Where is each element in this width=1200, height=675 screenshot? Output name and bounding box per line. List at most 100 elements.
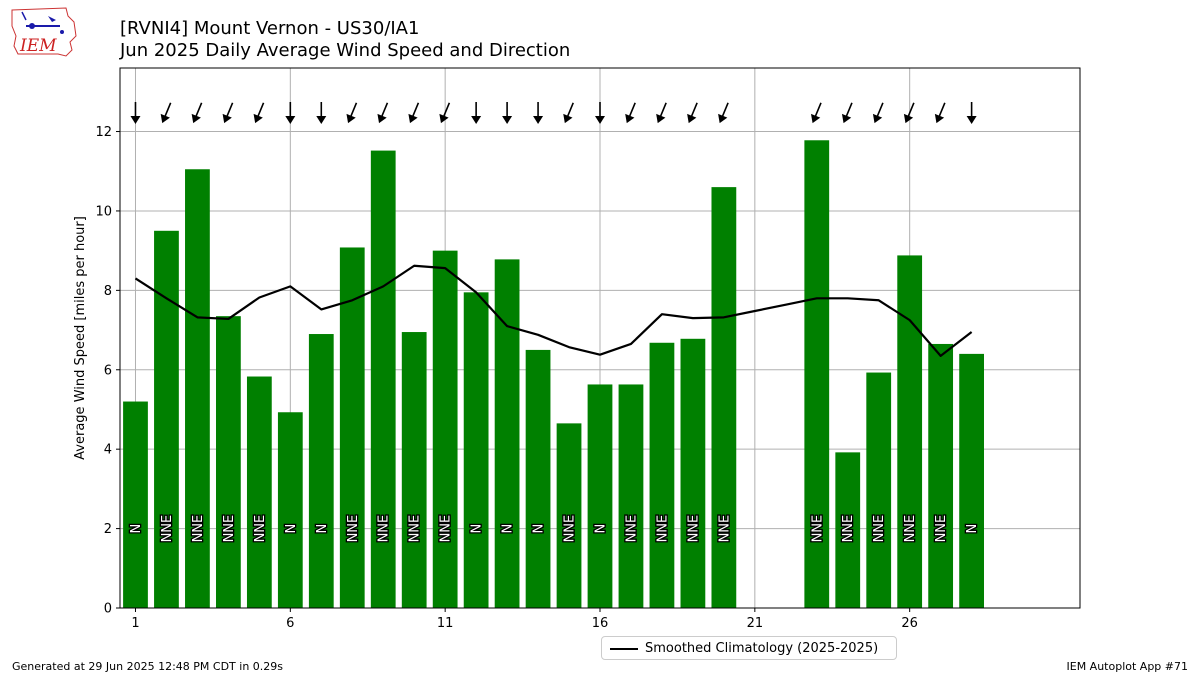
wind-bar	[866, 372, 892, 608]
direction-label: N	[284, 524, 299, 534]
wind-arrow-head	[316, 116, 327, 124]
climatology-line	[134, 264, 973, 357]
wind-arrow-head	[502, 116, 513, 124]
wind-arrow-head	[563, 113, 573, 124]
legend-label: Smoothed Climatology (2025-2025)	[645, 641, 879, 656]
wind-arrow-head	[595, 116, 605, 124]
wind-bar	[649, 342, 675, 608]
direction-label: NNE	[563, 515, 578, 543]
wind-bar	[525, 349, 551, 608]
x-tick-label: 21	[747, 616, 764, 631]
y-tick-label: 8	[104, 284, 112, 299]
x-tick-label: 1	[131, 616, 139, 631]
wind-arrow-head	[222, 113, 232, 124]
wind-bar	[123, 401, 148, 608]
wind-bar	[370, 150, 396, 608]
y-tick-label: 10	[95, 204, 112, 219]
legend: Smoothed Climatology (2025-2025)	[601, 636, 897, 660]
direction-label: NNE	[346, 515, 361, 543]
wind-bar	[587, 384, 613, 608]
chart-title-line2: Jun 2025 Daily Average Wind Speed and Di…	[120, 40, 571, 61]
direction-label: NNE	[810, 515, 825, 543]
wind-arrow-layer	[130, 102, 977, 124]
direction-label: N	[532, 524, 547, 534]
y-tick-label: 2	[104, 522, 112, 537]
x-tick-label: 16	[592, 616, 609, 631]
app-credit: IEM Autoplot App #71	[1066, 660, 1189, 673]
bar-layer	[123, 140, 984, 609]
direction-label: NNE	[222, 515, 237, 543]
direction-label-layer: N NNE NNE NNE NNE N N NNE NNE NNE NNE N N N NNE N NNE NNE…	[128, 513, 982, 543]
direction-label: NNE	[253, 515, 268, 543]
chart-title: [RVNI4] Mount Vernon - US30/IA1 Jun 2025…	[120, 18, 570, 62]
direction-label: N	[594, 524, 609, 534]
wind-bar	[154, 230, 179, 608]
direction-label: NNE	[377, 515, 392, 543]
direction-label: N	[965, 524, 980, 534]
wind-arrow-head	[471, 116, 482, 124]
direction-label: NNE	[655, 515, 670, 543]
wind-arrow-head	[811, 113, 821, 124]
wind-bar	[680, 338, 706, 608]
wind-bar	[185, 169, 210, 608]
wind-arrow-head	[872, 113, 883, 124]
direction-label: N	[315, 524, 330, 534]
direction-label: NNE	[191, 515, 206, 543]
wind-bar	[432, 250, 458, 608]
y-tick-label: 12	[95, 125, 112, 140]
generated-timestamp: Generated at 29 Jun 2025 12:48 PM CDT in…	[12, 660, 284, 673]
direction-label: N	[501, 524, 516, 534]
direction-label: NNE	[408, 515, 423, 543]
wind-arrow-head	[966, 116, 977, 124]
wind-arrow-head	[934, 113, 945, 124]
direction-label: N	[129, 524, 144, 534]
wind-bar	[618, 384, 644, 608]
wind-arrow-head	[346, 113, 356, 124]
wind-bar	[556, 423, 582, 608]
wind-bar	[401, 332, 427, 608]
direction-label: NNE	[841, 515, 856, 543]
wind-arrow-head	[687, 113, 697, 124]
wind-bar	[308, 334, 334, 608]
chart-title-line1: [RVNI4] Mount Vernon - US30/IA1	[120, 18, 420, 39]
iem-logo: IEM	[8, 6, 80, 60]
wind-arrow-head	[439, 113, 449, 124]
wind-bar	[246, 376, 272, 608]
wind-bar	[339, 247, 365, 608]
direction-label: NNE	[934, 515, 949, 543]
wind-bar	[835, 452, 861, 608]
wind-arrow-head	[656, 113, 666, 124]
y-tick-label: 4	[104, 443, 112, 458]
x-tick-label: 26	[901, 616, 918, 631]
direction-label: N	[470, 524, 485, 534]
wind-arrow-head	[625, 113, 635, 124]
wind-arrow-head	[903, 113, 914, 124]
wind-arrow-head	[533, 116, 544, 124]
wind-arrow-head	[408, 113, 418, 124]
wind-bar	[928, 343, 954, 608]
y-tick-label: 6	[104, 363, 112, 378]
wind-arrow-head	[191, 113, 201, 124]
x-tick-label: 11	[437, 616, 454, 631]
direction-label: NNE	[624, 515, 639, 543]
wind-bar	[216, 316, 241, 608]
direction-label: NNE	[160, 515, 175, 543]
wind-bar	[804, 140, 830, 608]
wind-arrow-head	[377, 113, 387, 124]
y-axis-label: Average Wind Speed [miles per hour]	[73, 216, 88, 460]
climatology-line-layer	[134, 264, 973, 357]
direction-label: NNE	[903, 515, 918, 543]
svg-text:IEM: IEM	[19, 36, 57, 56]
wind-bar	[959, 353, 984, 608]
wind-arrow-head	[841, 113, 852, 124]
wind-bar	[277, 412, 303, 608]
direction-label: NNE	[717, 515, 732, 543]
direction-label: NNE	[686, 515, 701, 543]
y-tick-label: 0	[104, 602, 112, 617]
legend-line-swatch	[610, 648, 638, 650]
wind-bar	[897, 255, 923, 609]
wind-arrow-head	[130, 116, 141, 124]
wind-bar	[711, 187, 737, 608]
